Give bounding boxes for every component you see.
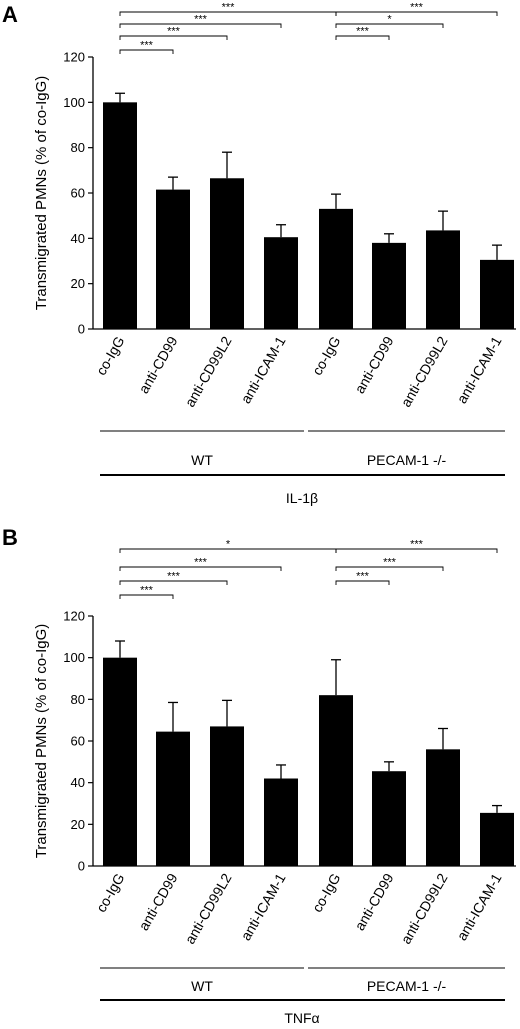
significance-bracket bbox=[335, 35, 390, 40]
bar bbox=[319, 208, 353, 329]
y-tick-label: 60 bbox=[71, 186, 85, 201]
bar bbox=[426, 230, 460, 329]
significance-label: *** bbox=[140, 585, 154, 597]
bar bbox=[210, 726, 244, 866]
significance-label: *** bbox=[410, 2, 424, 14]
y-tick-label: 100 bbox=[63, 95, 85, 110]
significance-label: * bbox=[226, 539, 231, 551]
bar bbox=[319, 695, 353, 866]
y-tick-label: 80 bbox=[71, 692, 85, 707]
bar bbox=[210, 178, 244, 329]
category-label: anti-CD99L2 bbox=[181, 333, 234, 409]
bar bbox=[480, 812, 514, 866]
significance-bracket bbox=[119, 580, 228, 585]
category-label: anti-CD99 bbox=[351, 333, 396, 396]
y-tick-label: 120 bbox=[63, 50, 85, 65]
bar bbox=[372, 771, 406, 866]
y-tick-label: 80 bbox=[71, 140, 85, 155]
bar bbox=[103, 657, 137, 866]
significance-label: *** bbox=[356, 26, 370, 38]
group-label: PECAM-1 -/- bbox=[367, 978, 447, 994]
significance-bracket bbox=[335, 566, 444, 571]
category-label: anti-CD99 bbox=[135, 870, 180, 933]
y-tick-label: 0 bbox=[78, 859, 85, 874]
significance-bracket bbox=[119, 49, 174, 54]
group-label: WT bbox=[191, 452, 213, 468]
significance-bracket bbox=[119, 594, 174, 599]
category-label: co-IgG bbox=[93, 871, 128, 915]
y-tick-label: 100 bbox=[63, 650, 85, 665]
category-label: anti-CD99L2 bbox=[181, 870, 234, 946]
significance-bracket bbox=[119, 566, 282, 571]
y-tick-label: 0 bbox=[78, 322, 85, 337]
category-label: co-IgG bbox=[93, 334, 128, 378]
panel-a: A 0 20 40 60 80 100 120 Transmigrated PMNs (% of… bbox=[2, 2, 516, 506]
category-label: anti-CD99 bbox=[135, 333, 180, 396]
y-tick-label: 40 bbox=[71, 231, 85, 246]
significance-bracket bbox=[119, 35, 228, 40]
bar bbox=[372, 242, 406, 329]
stimulus-label: IL-1β bbox=[286, 490, 318, 506]
bar bbox=[426, 749, 460, 866]
category-label: anti-ICAM-1 bbox=[453, 870, 504, 943]
significance-label: * bbox=[387, 14, 392, 26]
significance-bracket bbox=[335, 11, 498, 16]
chart-a-svg: A 0 20 40 60 80 100 120 Transmigrated PMNs (% of… bbox=[2, 2, 516, 506]
bar bbox=[264, 237, 298, 329]
significance-bracket bbox=[335, 580, 390, 585]
category-label: anti-ICAM-1 bbox=[453, 333, 504, 406]
panel-b: B 0 20 40 60 80 100 120 Transmigrated PMNs (% of… bbox=[0, 515, 520, 1029]
significance-label: *** bbox=[410, 539, 424, 551]
y-axis-label: Transmigrated PMNs (% of co-IgG) bbox=[33, 624, 50, 859]
significance-bracket bbox=[335, 23, 444, 28]
category-label: anti-CD99L2 bbox=[397, 333, 450, 409]
bar bbox=[156, 189, 190, 329]
y-axis-label: Transmigrated PMNs (% of co-IgG) bbox=[33, 76, 50, 311]
panel-letter: B bbox=[2, 525, 18, 550]
significance-bracket bbox=[335, 548, 498, 553]
significance-label: *** bbox=[140, 40, 154, 52]
bar bbox=[156, 731, 190, 866]
significance-label: *** bbox=[194, 14, 208, 26]
significance-label: *** bbox=[383, 557, 397, 569]
category-label: anti-ICAM-1 bbox=[237, 333, 288, 406]
category-label: anti-CD99 bbox=[351, 870, 396, 933]
bar bbox=[103, 102, 137, 329]
chart-b-svg: B 0 20 40 60 80 100 120 Transmigrated PMNs (% of… bbox=[2, 525, 516, 1026]
significance-label: *** bbox=[167, 26, 181, 38]
category-label: co-IgG bbox=[309, 334, 344, 378]
significance-label: *** bbox=[167, 571, 181, 583]
significance-label: *** bbox=[194, 557, 208, 569]
bar bbox=[480, 259, 514, 329]
category-label: anti-ICAM-1 bbox=[237, 870, 288, 943]
significance-bracket bbox=[119, 23, 282, 28]
panel-letter: A bbox=[2, 2, 18, 27]
y-tick-label: 20 bbox=[71, 817, 85, 832]
category-label: anti-CD99L2 bbox=[397, 870, 450, 946]
bar bbox=[264, 778, 298, 866]
significance-label: *** bbox=[356, 571, 370, 583]
stimulus-label: TNFα bbox=[284, 1010, 319, 1026]
category-label: co-IgG bbox=[309, 871, 344, 915]
y-tick-label: 20 bbox=[71, 276, 85, 291]
significance-label: *** bbox=[222, 2, 236, 14]
group-label: WT bbox=[191, 978, 213, 994]
group-label: PECAM-1 -/- bbox=[367, 452, 447, 468]
y-tick-label: 60 bbox=[71, 734, 85, 749]
y-tick-label: 120 bbox=[63, 609, 85, 624]
y-tick-label: 40 bbox=[71, 775, 85, 790]
